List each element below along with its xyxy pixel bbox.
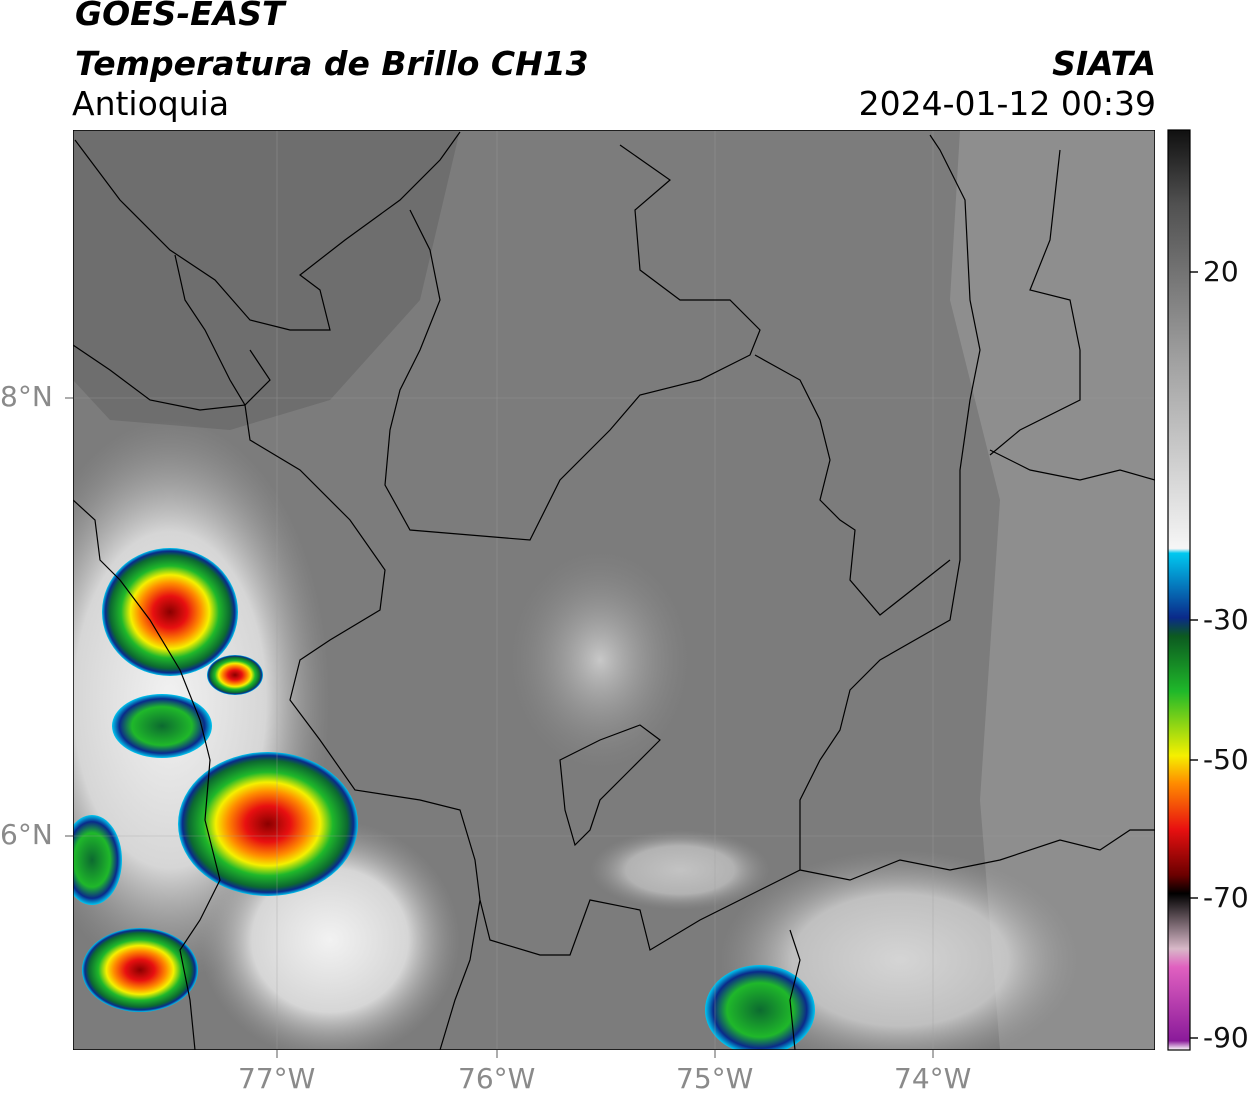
gulf-coastline: [74, 131, 461, 331]
lon-label-74w: 74°W: [894, 1062, 972, 1095]
caribbean-region: [73, 130, 460, 430]
colorbar-label-minus30: -30: [1203, 603, 1249, 636]
cordoba-border: [384, 144, 761, 541]
organization-label: SIATA: [1052, 44, 1156, 83]
region-label: Antioquia: [72, 84, 230, 123]
east-cloud-field: [950, 130, 1155, 1050]
lon-label-77w: 77°W: [238, 1062, 316, 1095]
enclave-border: [559, 724, 661, 847]
storm-cell-south: [82, 928, 198, 1012]
product-title: Temperatura de Brillo CH13: [75, 44, 589, 83]
boyaca-border: [799, 829, 1155, 881]
pacific-coastline: [73, 499, 221, 1050]
colorbar-label-minus90: -90: [1203, 1021, 1249, 1054]
south-haze-2: [590, 830, 770, 910]
north-east-border: [989, 149, 1081, 456]
colorbar-label-minus50: -50: [1203, 743, 1249, 776]
storm-cell-edge: [73, 815, 122, 905]
lat-label-8n: 8°N: [0, 380, 53, 413]
lon-label-75w: 75°W: [676, 1062, 754, 1095]
colorbar-label-minus70: -70: [1203, 881, 1249, 914]
central-bright-area: [510, 550, 690, 770]
lon-label-76w: 76°W: [458, 1062, 536, 1095]
caldas-border: [439, 899, 481, 1050]
axis-ticks: [65, 397, 934, 1058]
storm-cell-small: [207, 655, 263, 695]
colorbar: [1167, 129, 1191, 1051]
storm-cell-southeast: [705, 965, 815, 1050]
colorbar-ticks: [1190, 271, 1198, 1039]
satellite-title: GOES-EAST: [75, 0, 285, 33]
river-border: [789, 929, 801, 1050]
bolivar-border: [754, 354, 951, 616]
antioquia-border: [73, 134, 981, 956]
graticule: [73, 130, 1155, 1050]
lat-label-6n: 6°N: [0, 818, 53, 851]
storm-cell-main: [178, 752, 358, 896]
storm-cell-north: [102, 548, 238, 676]
timestamp-label: 2024-01-12 00:39: [858, 84, 1156, 123]
storm-cell-mid: [112, 694, 212, 758]
santander-border: [989, 449, 1155, 481]
colorbar-label-20: 20: [1203, 255, 1239, 288]
darien-coast: [174, 254, 271, 406]
boundaries: [73, 131, 1155, 1050]
